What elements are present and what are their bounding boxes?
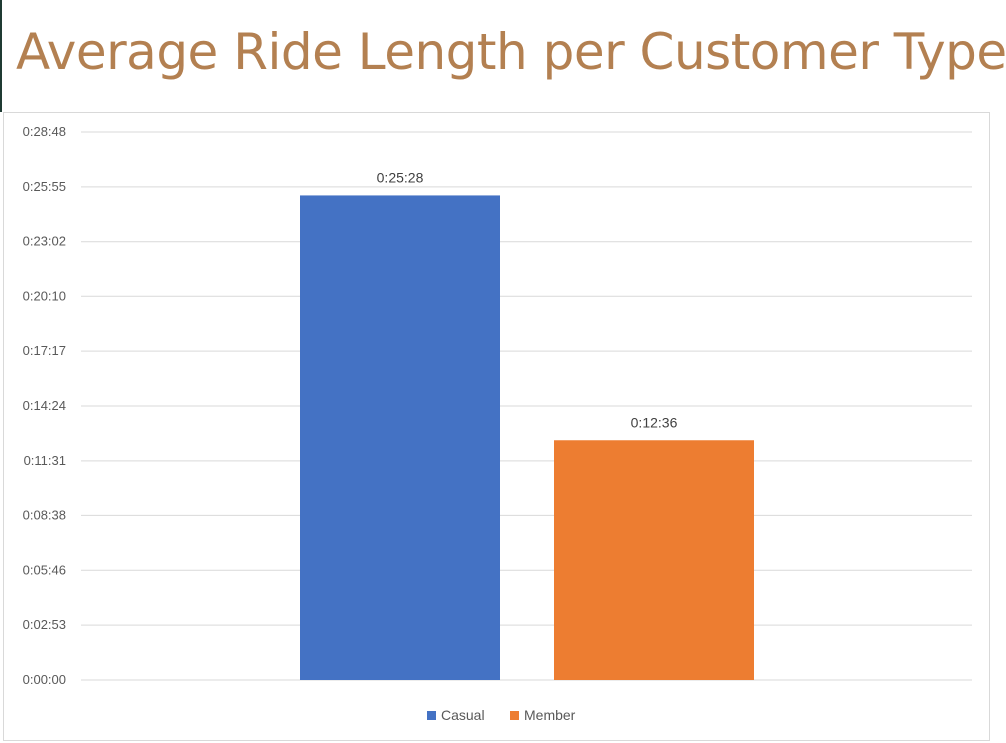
legend-swatch-casual <box>427 711 436 720</box>
y-tick-label: 0:00:00 <box>23 672 66 687</box>
bar-casual <box>300 195 500 680</box>
y-tick-label: 0:11:31 <box>24 453 66 468</box>
y-tick-label: 0:14:24 <box>23 398 66 413</box>
bars <box>300 195 754 680</box>
y-tick-label: 0:23:02 <box>23 234 66 249</box>
y-tick-label: 0:20:10 <box>23 288 66 303</box>
slide-left-edge <box>0 0 2 112</box>
y-tick-label: 0:28:48 <box>23 124 66 139</box>
y-tick-label: 0:08:38 <box>23 507 66 522</box>
legend-label-member: Member <box>524 707 576 723</box>
y-tick-label: 0:17:17 <box>23 343 66 358</box>
data-labels: 0:25:28 0:12:36 <box>377 169 678 430</box>
data-label-member: 0:12:36 <box>631 414 678 430</box>
legend-label-casual: Casual <box>441 707 485 723</box>
y-axis-tick-labels: 0:00:00 0:02:53 0:05:46 0:08:38 0:11:31 0:14:… <box>23 124 66 687</box>
gridlines <box>81 131 972 681</box>
legend-swatch-member <box>510 711 519 720</box>
y-tick-label: 0:25:55 <box>23 179 66 194</box>
y-tick-label: 0:05:46 <box>23 562 66 577</box>
bar-chart: 0:00:00 0:02:53 0:05:46 0:08:38 0:11:31 0:14:… <box>23 124 972 723</box>
chart-title: Average Ride Length per Customer Type <box>16 23 1006 81</box>
chart-area: 0:00:00 0:02:53 0:05:46 0:08:38 0:11:31 0:14:… <box>3 112 990 741</box>
bar-member <box>554 440 754 680</box>
y-tick-label: 0:02:53 <box>23 617 66 632</box>
data-label-casual: 0:25:28 <box>377 169 424 185</box>
legend: Casual Member <box>427 707 576 723</box>
